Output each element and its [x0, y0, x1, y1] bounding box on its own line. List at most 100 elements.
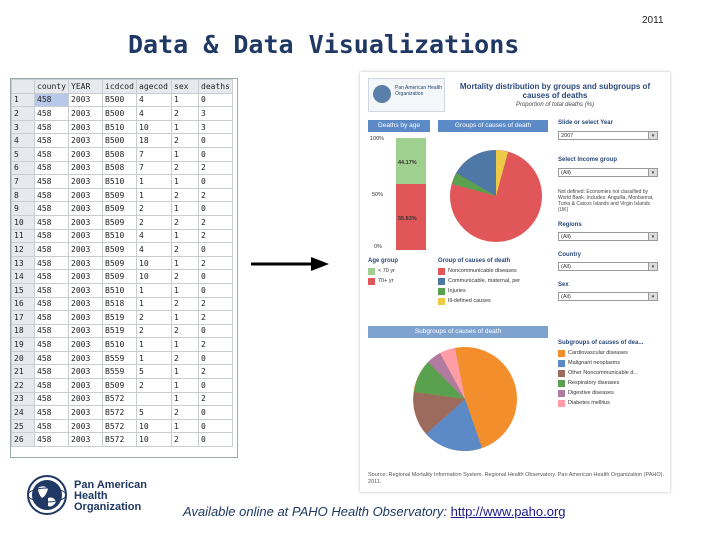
table-cell[interactable]: 0	[198, 92, 233, 108]
table-row[interactable]: 22 458 2003 B509 2 1 0	[11, 378, 233, 393]
table-cell[interactable]: 2003	[68, 310, 103, 325]
table-cell[interactable]: 3	[198, 106, 233, 121]
table-cell[interactable]: 2003	[68, 228, 103, 244]
table-cell[interactable]: 2003	[68, 255, 103, 271]
table-cell[interactable]: 1	[171, 228, 199, 244]
table-cell[interactable]: 458	[34, 364, 69, 380]
table-row[interactable]: 16 458 2003 B518 1 2 2	[11, 296, 233, 312]
table-cell[interactable]: 1	[171, 92, 199, 108]
table-cell[interactable]: 1	[171, 201, 199, 216]
table-cell[interactable]: 458	[34, 174, 69, 189]
table-cell[interactable]: 458	[34, 323, 69, 339]
table-cell[interactable]: 2003	[68, 146, 103, 162]
table-cell[interactable]: B508	[102, 146, 137, 162]
table-cell[interactable]: 2	[171, 350, 199, 366]
table-cell[interactable]: 2	[198, 310, 233, 325]
table-cell[interactable]: 458	[34, 350, 69, 366]
table-cell[interactable]: 2	[171, 160, 199, 176]
table-cell[interactable]: 4	[136, 92, 172, 108]
table-cell[interactable]: B509	[102, 201, 137, 216]
table-cell[interactable]: 458	[34, 92, 69, 108]
table-cell[interactable]: 1	[171, 418, 199, 434]
table-cell[interactable]: 2003	[68, 405, 103, 420]
table-cell[interactable]: B510	[102, 337, 137, 352]
table-cell[interactable]: B509	[102, 242, 137, 257]
table-cell[interactable]: 10	[136, 418, 172, 434]
table-cell[interactable]: 1	[171, 146, 199, 162]
table-row[interactable]: 1 458 2003 B500 4 1 0	[11, 92, 233, 108]
table-cell[interactable]: 0	[198, 174, 233, 189]
table-cell[interactable]: 2003	[68, 282, 103, 298]
table-cell[interactable]: B510	[102, 228, 137, 244]
table-cell[interactable]: B509	[102, 378, 137, 393]
table-cell[interactable]: B510	[102, 174, 137, 189]
table-cell[interactable]: 4	[136, 242, 172, 257]
table-cell[interactable]: 458	[34, 255, 69, 271]
table-cell[interactable]: 458	[34, 391, 69, 407]
table-cell[interactable]: 2003	[68, 187, 103, 203]
table-cell[interactable]: 0	[198, 378, 233, 393]
table-cell[interactable]: 2	[171, 106, 199, 121]
table-cell[interactable]: 2003	[68, 106, 103, 121]
table-row[interactable]: 3 458 2003 B510 10 1 3	[11, 119, 233, 135]
table-cell[interactable]: 2	[171, 323, 199, 339]
table-cell[interactable]: 5	[136, 364, 172, 380]
table-row[interactable]: 15 458 2003 B510 1 1 0	[11, 282, 233, 298]
table-cell[interactable]: 10	[136, 432, 172, 448]
table-cell[interactable]: 2003	[68, 364, 103, 380]
table-cell[interactable]: 18	[136, 133, 172, 148]
legend-item[interactable]: Cardiovascular diseases	[558, 348, 643, 358]
table-cell[interactable]: 458	[34, 187, 69, 203]
table-row[interactable]: 25 458 2003 B572 10 1 0	[11, 418, 233, 434]
table-row[interactable]: 21 458 2003 B559 5 1 2	[11, 364, 233, 380]
table-cell[interactable]: B500	[102, 133, 137, 148]
table-cell[interactable]: 458	[34, 405, 69, 420]
table-cell[interactable]: 4	[136, 106, 172, 121]
table-cell[interactable]: 2003	[68, 350, 103, 366]
table-cell[interactable]: B572	[102, 418, 137, 434]
table-cell[interactable]: B559	[102, 364, 137, 380]
table-cell[interactable]: 2	[198, 255, 233, 271]
table-cell[interactable]: 2003	[68, 160, 103, 176]
table-cell[interactable]: 2	[171, 214, 199, 230]
table-cell[interactable]: 458	[34, 432, 69, 448]
table-cell[interactable]: 2	[198, 187, 233, 203]
table-cell[interactable]: B508	[102, 160, 137, 176]
table-row[interactable]: 17 458 2003 B519 2 1 2	[11, 310, 233, 325]
table-cell[interactable]: B519	[102, 310, 137, 325]
table-cell[interactable]: B559	[102, 350, 137, 366]
table-cell[interactable]: 1	[171, 310, 199, 325]
table-cell[interactable]: 1	[171, 282, 199, 298]
income-select[interactable]: (All) ▾	[558, 168, 658, 177]
table-cell[interactable]: 458	[34, 282, 69, 298]
legend-item[interactable]: Noncommunicable diseases	[438, 266, 520, 276]
table-cell[interactable]: B518	[102, 296, 137, 312]
table-cell[interactable]: 1	[136, 174, 172, 189]
table-cell[interactable]: 10	[136, 255, 172, 271]
table-cell[interactable]: 2003	[68, 432, 103, 448]
table-row[interactable]: 8 458 2003 B509 1 2 2	[11, 187, 233, 203]
legend-item[interactable]: Respiratory diseases	[558, 378, 643, 388]
table-row[interactable]: 19 458 2003 B510 1 1 2	[11, 337, 233, 352]
table-cell[interactable]: 458	[34, 337, 69, 352]
table-cell[interactable]: 4	[136, 228, 172, 244]
legend-item[interactable]: Communicable, maternal, per	[438, 276, 520, 286]
table-cell[interactable]: 0	[198, 350, 233, 366]
table-cell[interactable]: B519	[102, 323, 137, 339]
table-cell[interactable]: 0	[198, 282, 233, 298]
table-row[interactable]: 26 458 2003 B572 10 2 0	[11, 432, 233, 448]
legend-item[interactable]: Diabetes mellitus	[558, 398, 643, 408]
table-cell[interactable]: 458	[34, 418, 69, 434]
table-cell[interactable]: 1	[136, 350, 172, 366]
table-cell[interactable]: B500	[102, 92, 137, 108]
table-cell[interactable]: 2	[136, 214, 172, 230]
table-cell[interactable]: 2	[198, 391, 233, 407]
table-cell[interactable]: 10	[136, 269, 172, 284]
table-cell[interactable]: 2	[136, 323, 172, 339]
tab-groups-of-causes[interactable]: Groups of causes of death	[438, 120, 548, 132]
table-cell[interactable]: 0	[198, 405, 233, 420]
table-cell[interactable]: 10	[136, 119, 172, 135]
table-cell[interactable]: 2	[198, 364, 233, 380]
table-cell[interactable]: 2	[171, 432, 199, 448]
table-row[interactable]: 20 458 2003 B559 1 2 0	[11, 350, 233, 366]
